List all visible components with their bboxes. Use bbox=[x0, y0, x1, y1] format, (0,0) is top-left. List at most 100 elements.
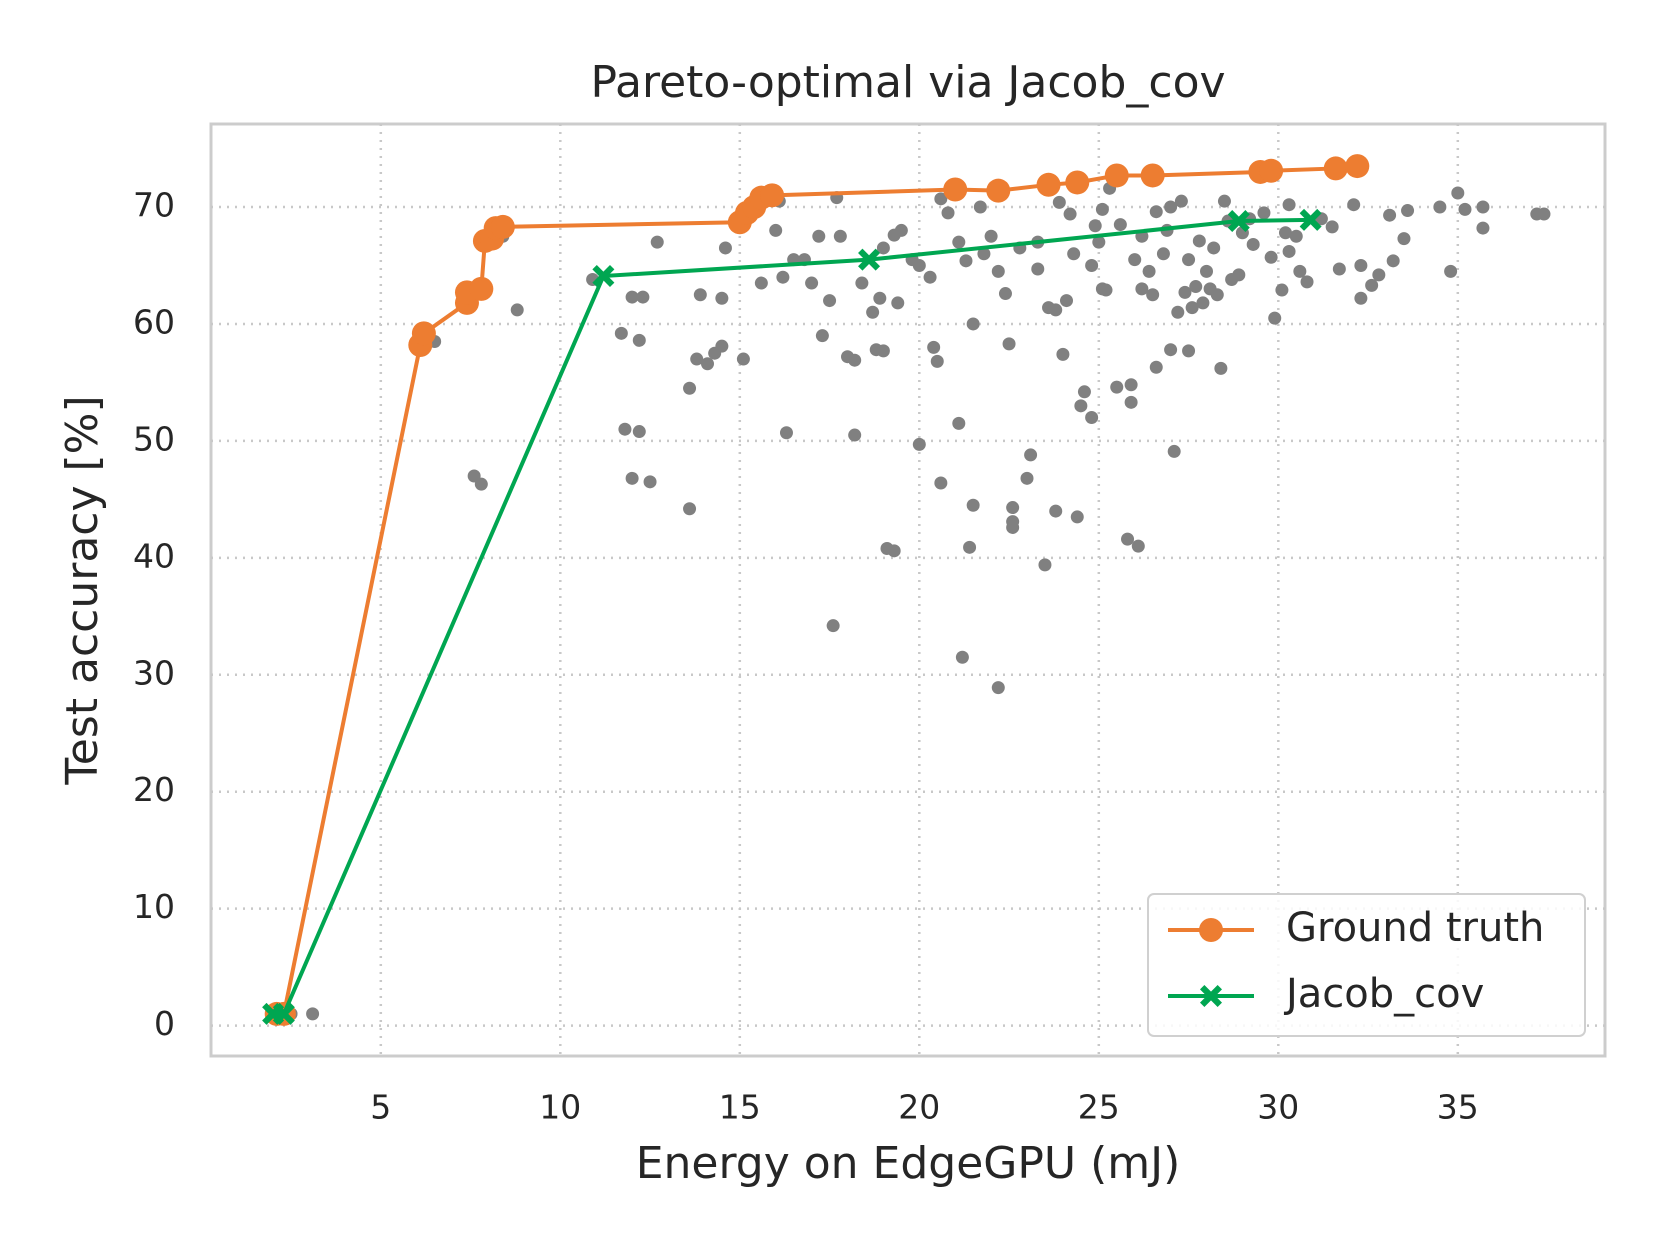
scatter-point bbox=[1006, 520, 1020, 534]
scatter-point bbox=[1110, 380, 1124, 394]
scatter-point bbox=[1275, 283, 1289, 297]
scatter-point bbox=[826, 619, 840, 633]
scatter-point bbox=[1164, 343, 1178, 357]
scatter-point bbox=[1203, 282, 1217, 296]
scatter-point bbox=[1347, 198, 1361, 212]
scatter-point bbox=[1458, 202, 1472, 216]
scatter-point bbox=[1300, 275, 1314, 289]
x-tick-label: 25 bbox=[1078, 1088, 1120, 1127]
x-axis-label: Energy on EdgeGPU (mJ) bbox=[636, 1138, 1181, 1189]
scatter-point bbox=[1354, 291, 1368, 305]
scatter-point bbox=[614, 326, 628, 340]
scatter-point bbox=[866, 305, 880, 319]
scatter-point bbox=[683, 381, 697, 395]
scatter-point bbox=[1372, 268, 1386, 282]
y-tick-label: 40 bbox=[133, 536, 175, 575]
scatter-point bbox=[1171, 305, 1185, 319]
scatter-point bbox=[876, 241, 890, 255]
scatter-point bbox=[1085, 258, 1099, 272]
y-tick-label: 60 bbox=[133, 302, 175, 341]
scatter-point bbox=[952, 416, 966, 430]
scatter-point bbox=[625, 290, 639, 304]
scatter-point bbox=[1063, 207, 1077, 221]
scatter-point bbox=[815, 329, 829, 343]
circle-marker bbox=[1104, 163, 1129, 188]
scatter-point bbox=[715, 339, 729, 353]
scatter-point bbox=[991, 681, 1005, 695]
scatter-point bbox=[1121, 532, 1135, 546]
legend-label: Ground truth bbox=[1286, 905, 1544, 951]
scatter-point bbox=[855, 276, 869, 290]
y-tick-label: 30 bbox=[133, 653, 175, 692]
scatter-point bbox=[1095, 202, 1109, 216]
scatter-point bbox=[1077, 385, 1091, 399]
series-lines bbox=[262, 154, 1370, 1026]
scatter-point bbox=[1433, 200, 1447, 214]
scatter-point bbox=[1020, 471, 1034, 485]
grid bbox=[211, 124, 1605, 1056]
scatter-point bbox=[1401, 204, 1415, 218]
scatter-point bbox=[1174, 194, 1188, 208]
scatter-point bbox=[1038, 558, 1052, 572]
scatter-point bbox=[891, 296, 905, 310]
x-tick-label: 20 bbox=[898, 1088, 940, 1127]
scatter-point bbox=[1135, 282, 1149, 296]
scatter-point bbox=[1264, 250, 1278, 264]
scatter-point bbox=[776, 270, 790, 284]
scatter-point bbox=[1386, 254, 1400, 268]
scatter-point bbox=[941, 206, 955, 220]
y-tick-label: 10 bbox=[133, 887, 175, 926]
y-tick-label: 70 bbox=[133, 186, 175, 225]
scatter-point bbox=[1052, 195, 1066, 209]
x-tick-label: 35 bbox=[1437, 1088, 1479, 1127]
scatter-point bbox=[966, 498, 980, 512]
scatter-point bbox=[912, 258, 926, 272]
legend-label: Jacob_cov bbox=[1283, 971, 1484, 1017]
scatter-point bbox=[1214, 361, 1228, 375]
scatter-point bbox=[812, 229, 826, 243]
scatter-point bbox=[1088, 219, 1102, 233]
scatter-point bbox=[1354, 258, 1368, 272]
scatter-point bbox=[1049, 504, 1063, 518]
scatter-point bbox=[1156, 247, 1170, 261]
scatter-point bbox=[1476, 221, 1490, 235]
scatter-point bbox=[984, 229, 998, 243]
x-marker bbox=[1200, 985, 1222, 1007]
scatter-point bbox=[1095, 282, 1109, 296]
scatter-point bbox=[769, 223, 783, 237]
scatter-point bbox=[887, 544, 901, 558]
scatter-point bbox=[715, 291, 729, 305]
circle-marker bbox=[1065, 170, 1090, 195]
x-marker bbox=[1299, 208, 1322, 231]
scatter-point bbox=[1325, 220, 1339, 234]
y-tick-label: 20 bbox=[133, 770, 175, 809]
scatter-point bbox=[510, 303, 524, 317]
scatter-point bbox=[1232, 268, 1246, 282]
circle-marker bbox=[490, 214, 515, 239]
scatter-point bbox=[998, 287, 1012, 301]
scatter-point bbox=[1070, 510, 1084, 524]
x-marker bbox=[1227, 210, 1250, 233]
scatter-point bbox=[636, 290, 650, 304]
circle-marker bbox=[943, 177, 968, 202]
scatter-point bbox=[923, 270, 937, 284]
scatter-point bbox=[1383, 208, 1397, 222]
y-tick-label: 0 bbox=[154, 1004, 175, 1043]
circle-marker bbox=[1345, 154, 1370, 179]
scatter-point bbox=[805, 276, 819, 290]
scatter-point bbox=[1059, 294, 1073, 308]
scatter-point bbox=[693, 288, 707, 302]
scatter-point bbox=[1149, 205, 1163, 219]
scatter-point bbox=[1246, 237, 1260, 251]
scatter-point bbox=[1142, 264, 1156, 278]
scatter-point bbox=[1268, 311, 1282, 325]
scatter-point bbox=[1024, 448, 1038, 462]
scatter-point bbox=[1332, 262, 1346, 276]
scatter-point bbox=[1365, 278, 1379, 292]
scatter-points bbox=[284, 181, 1551, 1021]
scatter-point bbox=[952, 235, 966, 249]
scatter-point bbox=[1182, 253, 1196, 267]
scatter-point bbox=[959, 254, 973, 268]
